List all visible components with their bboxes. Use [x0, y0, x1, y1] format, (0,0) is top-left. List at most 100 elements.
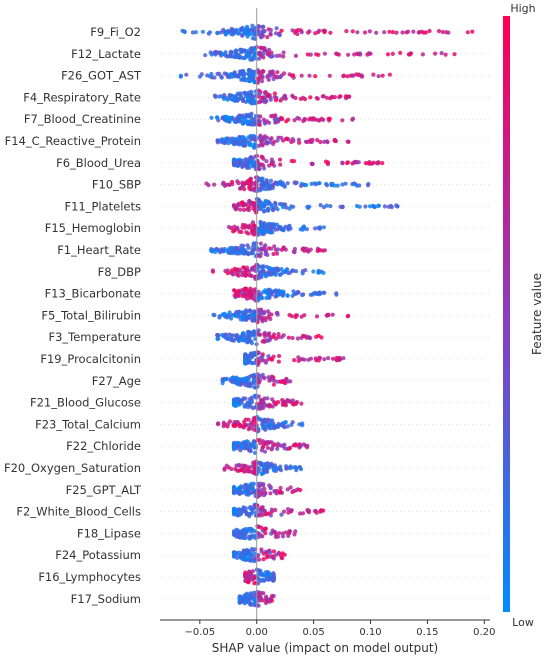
- shap-point: [236, 273, 241, 278]
- shap-point: [243, 143, 248, 148]
- shap-point: [268, 550, 273, 555]
- shap-point: [225, 29, 230, 34]
- shap-point: [271, 577, 276, 582]
- shap-point: [406, 29, 411, 34]
- shap-point: [215, 30, 220, 36]
- shap-point: [215, 336, 220, 341]
- shap-point: [233, 379, 238, 385]
- shap-point: [294, 313, 299, 318]
- shap-point: [259, 533, 264, 539]
- feature-label: F13_Bicarbonate: [45, 287, 141, 301]
- shap-point: [293, 465, 298, 470]
- feature-row: F9_Fi_O2: [90, 23, 490, 42]
- shap-point: [247, 308, 253, 313]
- shap-point: [322, 248, 327, 253]
- shap-point: [277, 225, 282, 230]
- shap-point: [242, 338, 247, 343]
- shap-point: [263, 252, 268, 257]
- shap-point: [286, 117, 291, 122]
- shap-point: [241, 98, 246, 104]
- shap-point: [223, 182, 229, 187]
- shap-point: [280, 293, 285, 298]
- shap-point: [287, 223, 292, 228]
- feature-label: F1_Heart_Rate: [57, 243, 141, 257]
- shap-point: [284, 136, 289, 141]
- shap-point: [254, 180, 259, 185]
- shap-point: [345, 139, 350, 144]
- shap-point: [305, 445, 310, 450]
- shap-point: [235, 555, 240, 561]
- shap-point: [251, 332, 256, 337]
- shap-point: [262, 90, 267, 95]
- shap-point: [216, 421, 221, 426]
- shap-point: [250, 202, 255, 207]
- shap-point: [247, 269, 252, 274]
- shap-point: [231, 272, 236, 277]
- shap-point: [261, 444, 266, 450]
- shap-point: [239, 49, 244, 54]
- shap-point: [267, 462, 272, 467]
- shap-point: [264, 358, 269, 363]
- shap-point: [250, 23, 255, 28]
- shap-point: [264, 574, 269, 579]
- shap-point: [249, 546, 255, 552]
- shap-point: [317, 226, 322, 231]
- shap-point: [249, 187, 254, 192]
- shap-point: [329, 181, 334, 186]
- shap-point: [304, 183, 309, 188]
- shap-point: [266, 315, 271, 320]
- shap-point: [264, 159, 269, 164]
- feature-label: F27_Age: [92, 374, 141, 388]
- shap-point: [252, 32, 258, 37]
- shap-point: [292, 180, 297, 185]
- shap-point: [277, 53, 282, 58]
- shap-point: [266, 375, 271, 380]
- shap-point: [258, 142, 264, 147]
- feature-row: F14_C_Reactive_Protein: [5, 133, 490, 150]
- shap-point: [341, 356, 346, 361]
- shap-point: [371, 160, 376, 165]
- shap-point: [242, 468, 247, 473]
- shap-point: [249, 122, 254, 127]
- shap-point: [278, 485, 283, 491]
- shap-point: [275, 75, 280, 80]
- shap-point: [259, 229, 264, 234]
- shap-point: [296, 355, 301, 360]
- shap-point: [300, 357, 305, 362]
- shap-point: [268, 73, 273, 78]
- shap-point: [257, 69, 262, 74]
- shap-point: [313, 226, 318, 231]
- shap-point: [300, 271, 305, 276]
- shap-point: [207, 30, 212, 35]
- shap-point: [261, 69, 266, 74]
- shap-point: [231, 423, 236, 428]
- shap-point: [257, 166, 262, 171]
- shap-point: [271, 549, 276, 554]
- feature-row: F10_SBP: [92, 175, 490, 194]
- feature-label: F16_Lymphocytes: [38, 570, 141, 584]
- shap-point: [237, 119, 242, 124]
- shap-point: [225, 336, 230, 341]
- shap-point: [267, 47, 272, 53]
- shap-point: [256, 114, 261, 119]
- shap-point: [281, 509, 287, 514]
- shap-point: [260, 506, 265, 512]
- shap-point: [232, 224, 237, 229]
- shap-point: [209, 52, 214, 57]
- shap-point: [239, 27, 244, 32]
- shap-point: [274, 26, 279, 31]
- shap-point: [284, 466, 289, 471]
- shap-point: [270, 528, 275, 533]
- shap-point: [257, 461, 263, 466]
- shap-point: [232, 228, 237, 233]
- shap-point: [268, 28, 273, 33]
- shap-point: [248, 557, 253, 563]
- shap-point: [242, 207, 247, 212]
- shap-point: [260, 422, 265, 427]
- shap-point: [269, 598, 275, 603]
- shap-point: [268, 513, 273, 518]
- shap-point: [367, 204, 373, 209]
- shap-point: [258, 441, 263, 446]
- shap-point: [371, 72, 376, 77]
- shap-point: [256, 603, 261, 608]
